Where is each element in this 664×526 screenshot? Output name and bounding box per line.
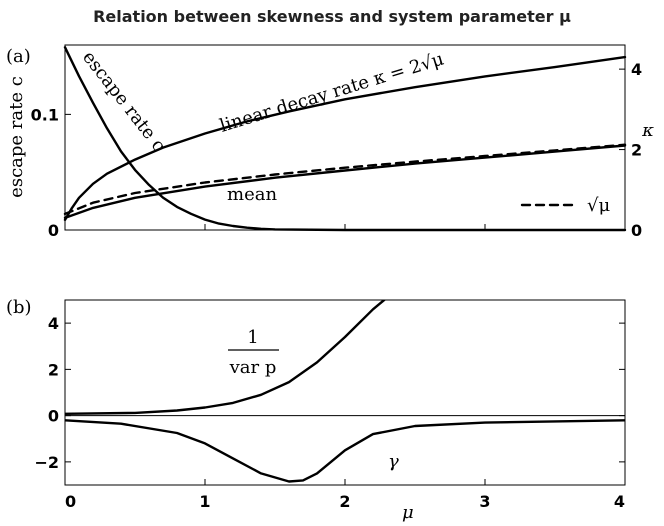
inverse-variance-curve-label: 1 var p: [228, 327, 279, 378]
gamma-curve: [65, 419, 625, 483]
chart-title: Relation between skewness and system par…: [93, 7, 571, 26]
panel-b-y-tick-label: 0: [48, 407, 59, 426]
panel-b-x-tick-label: 4: [614, 492, 625, 511]
decay-rate-curve: [63, 55, 627, 222]
panel-b: (b) −2 0 2 4 0 1 2 3 4 1 var p γ μ: [6, 224, 626, 523]
inverse-variance-curve: [65, 300, 387, 415]
panel-b-x-tick-label: 3: [479, 492, 490, 511]
panel-b-x-tick-label: 0: [65, 492, 76, 511]
panel-a-right-tick-label: 0: [631, 221, 642, 240]
panel-a-right-tick-label: 2: [631, 141, 642, 160]
panel-b-y-tick-label: −2: [34, 453, 59, 472]
panel-b-y-tick-label: 2: [48, 360, 59, 379]
inverse-variance-denominator: var p: [229, 357, 277, 378]
x-axis-label: μ: [402, 502, 414, 523]
panel-a: (a) escape rate c κ 00.1 024 escape rate…: [6, 44, 654, 240]
panel-a-left-axis-label: escape rate c: [6, 76, 27, 198]
panel-a-right-tick-label: 4: [631, 60, 642, 79]
decay-rate-curve-label: linear decay rate κ = 2√μ: [217, 48, 446, 136]
panel-b-tag: (b): [6, 297, 32, 318]
panel-a-tag: (a): [6, 46, 31, 67]
panel-a-right-axis-label: κ: [641, 120, 654, 141]
legend-sqrt-mu-label: √μ: [587, 195, 610, 216]
gamma-curve-label: γ: [388, 451, 399, 472]
inverse-variance-numerator: 1: [247, 327, 258, 348]
panel-a-left-tick-label: 0: [48, 221, 59, 240]
panel-b-frame: [64, 299, 626, 486]
legend: √μ: [520, 195, 610, 216]
mean-curve: [63, 144, 627, 220]
sqrt-mu-dashed-curve: [63, 143, 627, 216]
panel-b-y-tick-label: 4: [48, 314, 59, 333]
escape-rate-curve: [63, 46, 627, 232]
panel-b-x-tick-label: 1: [199, 492, 210, 511]
panel-b-x-tick-label: 2: [339, 492, 350, 511]
mean-curve-label: mean: [227, 184, 277, 205]
panel-a-left-tick-label: 0.1: [31, 105, 59, 124]
